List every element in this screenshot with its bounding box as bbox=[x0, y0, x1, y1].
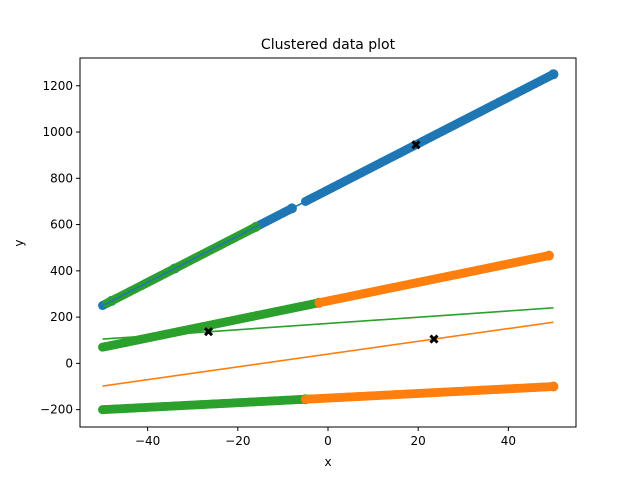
y-tick-label: 200 bbox=[50, 310, 73, 324]
scatter-point bbox=[548, 381, 559, 392]
y-tick-label: −200 bbox=[40, 403, 73, 417]
fit-lines-layer bbox=[102, 73, 554, 387]
x-tick-label: −40 bbox=[135, 434, 160, 448]
y-axis-ticks: −200 0 200 400 600 800 1000 1200 bbox=[40, 79, 80, 417]
y-tick-label: 1200 bbox=[42, 79, 73, 93]
x-tick-label: −20 bbox=[225, 434, 250, 448]
y-tick-label: 0 bbox=[65, 356, 73, 370]
y-tick-label: 400 bbox=[50, 264, 73, 278]
y-tick-label: 800 bbox=[50, 171, 73, 185]
orange-fit-line bbox=[102, 321, 554, 387]
centroids-layer bbox=[203, 140, 439, 344]
y-axis-label: y bbox=[12, 239, 26, 246]
centroid-marker bbox=[203, 327, 214, 337]
x-tick-label: 20 bbox=[411, 434, 426, 448]
centroid-marker bbox=[429, 334, 439, 344]
x-tick-label: 40 bbox=[501, 434, 516, 448]
green-fit-line bbox=[102, 307, 554, 340]
x-axis-ticks: −40 −20 0 20 40 bbox=[135, 427, 516, 448]
points-layer bbox=[98, 69, 559, 415]
x-tick-label: 0 bbox=[324, 434, 332, 448]
chart-title: Clustered data plot bbox=[261, 37, 396, 53]
scatter-point bbox=[543, 250, 554, 261]
y-tick-label: 1000 bbox=[42, 125, 73, 139]
x-axis-label: x bbox=[324, 455, 331, 469]
centroid-marker bbox=[411, 140, 421, 150]
y-tick-label: 600 bbox=[50, 218, 73, 232]
plot-frame bbox=[79, 57, 577, 428]
blue-fit-line bbox=[102, 73, 554, 307]
